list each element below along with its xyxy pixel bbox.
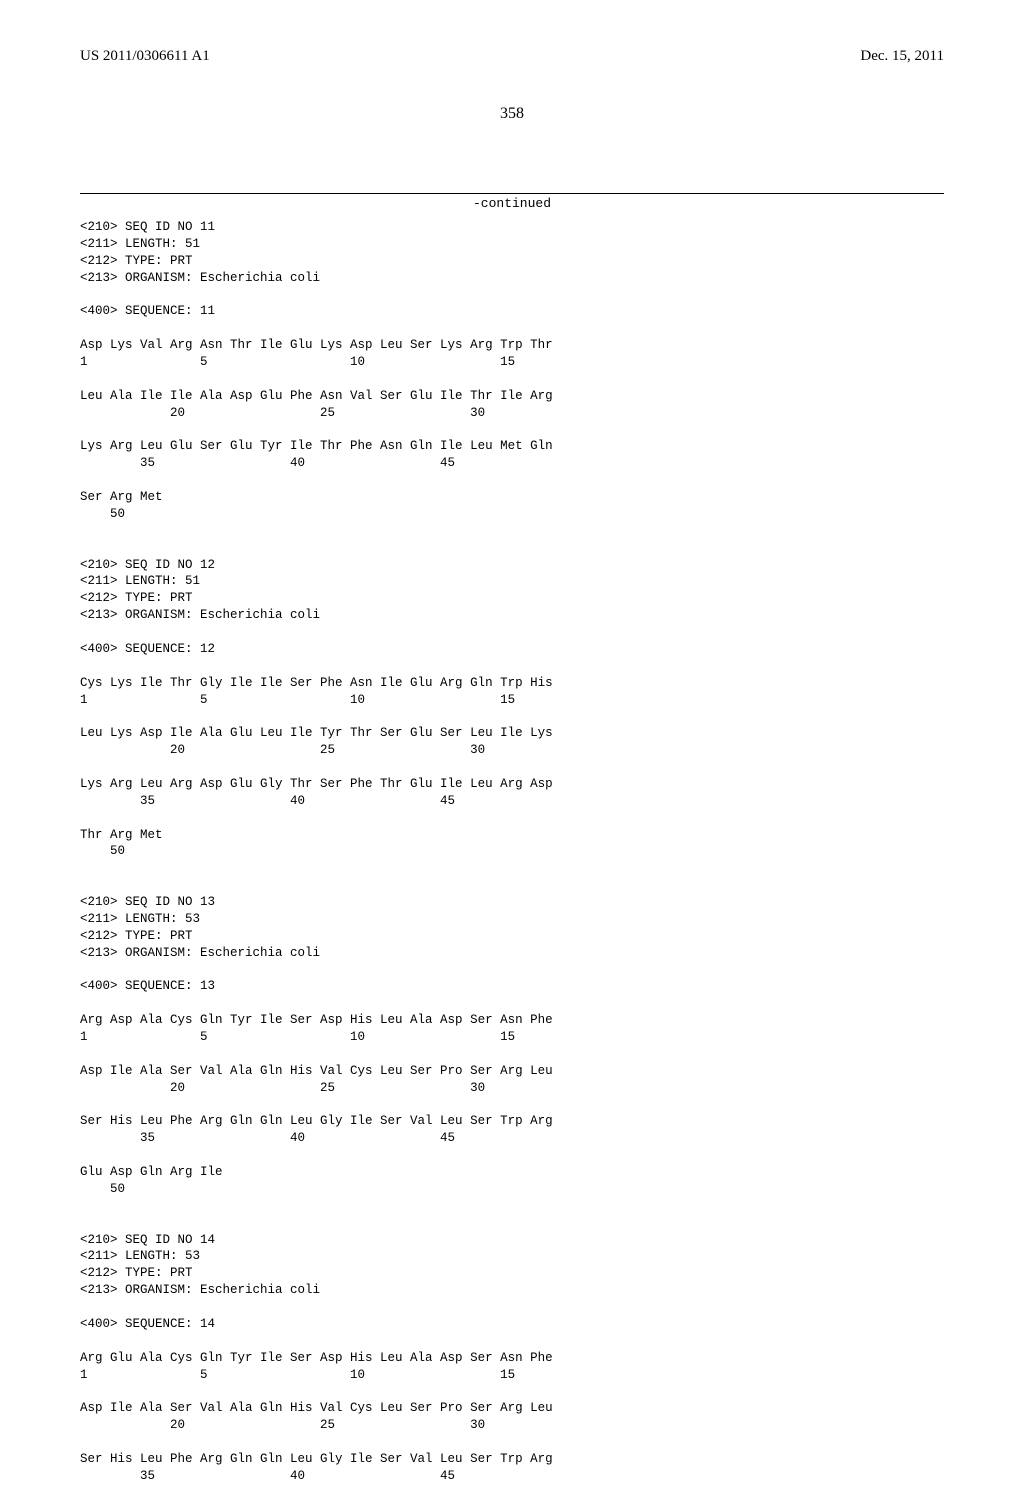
publication-number: US 2011/0306611 A1 bbox=[80, 48, 210, 65]
page-number: 358 bbox=[80, 105, 944, 123]
page-header: US 2011/0306611 A1 Dec. 15, 2011 bbox=[80, 48, 944, 65]
page: US 2011/0306611 A1 Dec. 15, 2011 358 -co… bbox=[0, 0, 1024, 1320]
continued-label: -continued bbox=[80, 193, 944, 211]
sequence-listing: <210> SEQ ID NO 11 <211> LENGTH: 51 <212… bbox=[80, 219, 944, 1485]
publication-date: Dec. 15, 2011 bbox=[860, 48, 944, 65]
